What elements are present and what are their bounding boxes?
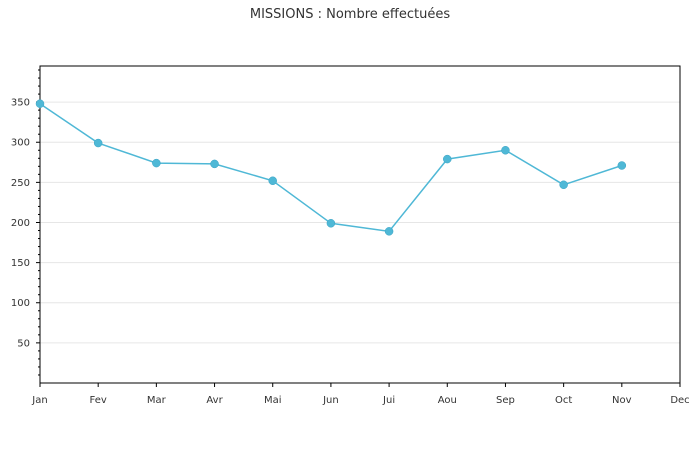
x-tick-label: Aou: [438, 395, 457, 406]
x-tick-label: Sep: [496, 395, 515, 406]
y-tick-label: 300: [11, 138, 30, 149]
x-tick-label: Avr: [206, 395, 223, 406]
y-tick-label: 100: [11, 298, 30, 309]
x-tick-label: Fev: [90, 395, 107, 406]
data-point: [210, 159, 219, 169]
data-point: [617, 161, 627, 170]
x-tick-label: Jun: [322, 395, 339, 406]
plot-area: [39, 65, 681, 384]
x-tick-label: Mar: [147, 395, 167, 406]
data-point: [152, 158, 161, 168]
data-point: [268, 176, 277, 186]
x-tick-label: Oct: [555, 395, 572, 406]
x-tick-label: Nov: [612, 395, 632, 406]
x-tick-label: Jui: [382, 395, 395, 406]
data-point: [559, 180, 568, 190]
data-point: [501, 146, 510, 155]
y-tick-label: 350: [11, 98, 30, 109]
x-tick-label: Mai: [264, 395, 282, 406]
x-tick-label: Dec: [670, 395, 689, 406]
tick-labels: 50 100 150 200 250 300 350 Jan Fev Mar Avr Mai Jun Ju…: [11, 98, 690, 406]
data-point: [384, 227, 394, 236]
y-tick-label: 200: [11, 218, 30, 229]
axes: [36, 69, 681, 387]
series-layer: [35, 99, 627, 236]
data-point: [443, 154, 452, 164]
series-line: [39, 103, 623, 233]
y-tick-label: 250: [11, 178, 30, 189]
y-tick-label: 150: [11, 258, 30, 269]
x-tick-label: Jan: [31, 395, 47, 406]
data-point: [35, 99, 45, 108]
data-point: [326, 219, 336, 228]
chart-title: MISSIONS : Nombre effectuées: [250, 7, 450, 22]
data-point: [93, 138, 103, 148]
grid-lines: [40, 101, 680, 344]
y-tick-label: 50: [17, 338, 30, 349]
